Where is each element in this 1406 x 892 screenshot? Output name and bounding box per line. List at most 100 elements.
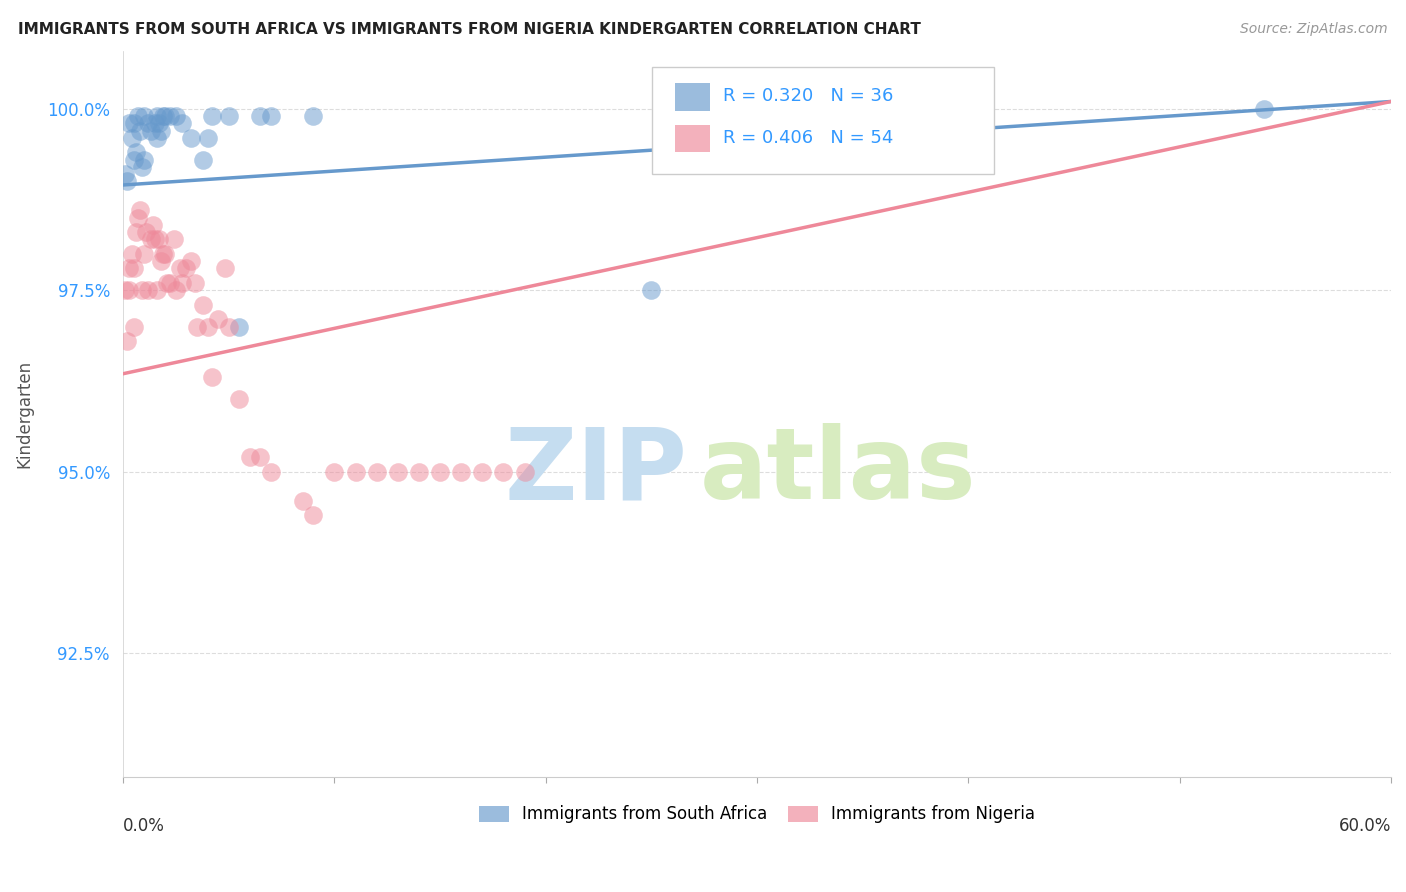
Point: [156, 276, 179, 290]
Point: [323, 465, 346, 479]
Point: [172, 276, 194, 290]
Point: [165, 109, 187, 123]
Text: atlas: atlas: [700, 423, 977, 520]
Point: [513, 465, 536, 479]
Point: [134, 247, 156, 261]
Point: [118, 116, 141, 130]
Point: [640, 283, 662, 297]
Point: [138, 283, 160, 297]
Point: [180, 254, 202, 268]
Point: [142, 218, 165, 232]
Point: [201, 109, 224, 123]
FancyBboxPatch shape: [652, 67, 994, 174]
Text: R = 0.406   N = 54: R = 0.406 N = 54: [723, 128, 893, 147]
Y-axis label: Kindergarten: Kindergarten: [15, 359, 32, 467]
Text: IMMIGRANTS FROM SOUTH AFRICA VS IMMIGRANTS FROM NIGERIA KINDERGARTEN CORRELATION: IMMIGRANTS FROM SOUTH AFRICA VS IMMIGRAN…: [18, 22, 921, 37]
Point: [121, 130, 143, 145]
Point: [159, 276, 181, 290]
Point: [131, 283, 153, 297]
Point: [291, 493, 314, 508]
Point: [125, 145, 148, 160]
FancyBboxPatch shape: [675, 83, 710, 111]
Point: [1253, 102, 1275, 116]
Point: [127, 109, 149, 123]
Point: [125, 225, 148, 239]
Point: [186, 319, 208, 334]
Point: [148, 232, 170, 246]
Point: [957, 109, 980, 123]
Point: [134, 109, 156, 123]
Point: [118, 261, 141, 276]
Point: [172, 116, 194, 130]
Point: [122, 261, 145, 276]
Point: [114, 167, 136, 181]
Point: [197, 130, 219, 145]
Point: [214, 261, 236, 276]
Point: [139, 123, 162, 137]
Point: [117, 334, 139, 348]
Point: [159, 109, 181, 123]
Point: [249, 450, 271, 465]
Point: [408, 465, 430, 479]
Point: [366, 465, 388, 479]
Point: [155, 109, 177, 123]
Point: [302, 109, 325, 123]
Point: [135, 225, 157, 239]
Point: [146, 109, 169, 123]
Point: [134, 153, 156, 167]
Point: [260, 465, 283, 479]
Point: [146, 283, 169, 297]
Point: [260, 109, 283, 123]
Point: [387, 465, 409, 479]
Point: [239, 450, 262, 465]
Point: [143, 116, 166, 130]
Point: [146, 130, 169, 145]
Point: [429, 465, 451, 479]
Point: [197, 319, 219, 334]
Point: [138, 116, 160, 130]
Point: [165, 283, 187, 297]
Point: [228, 392, 250, 406]
Point: [121, 247, 143, 261]
Point: [152, 109, 174, 123]
Point: [180, 130, 202, 145]
Point: [122, 153, 145, 167]
Point: [228, 319, 250, 334]
Point: [131, 160, 153, 174]
Point: [169, 261, 191, 276]
Point: [139, 232, 162, 246]
Point: [129, 123, 152, 137]
Point: [117, 174, 139, 188]
FancyBboxPatch shape: [675, 125, 710, 153]
Point: [184, 276, 207, 290]
Text: 60.0%: 60.0%: [1339, 816, 1391, 835]
Point: [218, 319, 240, 334]
Point: [118, 283, 141, 297]
Point: [249, 109, 271, 123]
Text: ZIP: ZIP: [505, 423, 688, 520]
Point: [150, 254, 173, 268]
Legend: Immigrants from South Africa, Immigrants from Nigeria: Immigrants from South Africa, Immigrants…: [472, 798, 1042, 830]
Point: [143, 232, 166, 246]
Point: [148, 116, 170, 130]
Point: [114, 283, 136, 297]
Point: [155, 247, 177, 261]
Point: [471, 465, 494, 479]
Point: [450, 465, 472, 479]
Point: [122, 116, 145, 130]
Point: [492, 465, 515, 479]
Point: [150, 123, 173, 137]
Point: [207, 312, 229, 326]
Point: [152, 247, 174, 261]
Point: [193, 298, 215, 312]
Text: R = 0.320   N = 36: R = 0.320 N = 36: [723, 87, 893, 105]
Text: 0.0%: 0.0%: [124, 816, 165, 835]
Point: [344, 465, 367, 479]
Point: [129, 203, 152, 218]
Text: Source: ZipAtlas.com: Source: ZipAtlas.com: [1240, 22, 1388, 37]
Point: [302, 508, 325, 523]
Point: [218, 109, 240, 123]
Point: [122, 319, 145, 334]
Point: [163, 232, 186, 246]
Point: [193, 153, 215, 167]
